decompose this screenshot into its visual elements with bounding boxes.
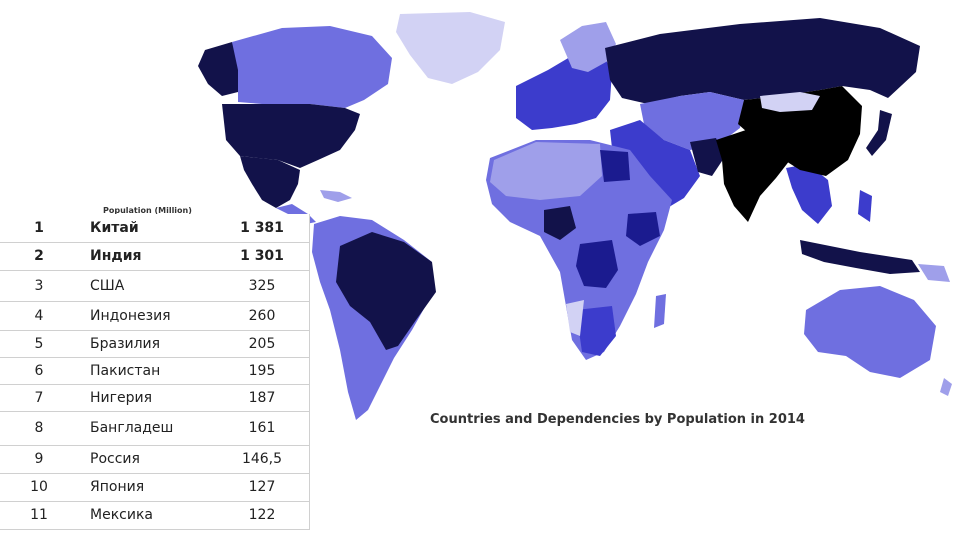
region-australia — [804, 286, 936, 378]
country-name-cell: Бразилия — [78, 330, 215, 358]
rank-cell: 8 — [0, 411, 78, 446]
population-value-cell: 325 — [215, 270, 310, 302]
rank-cell: 2 — [0, 242, 78, 271]
region-madagascar — [654, 294, 666, 328]
region-russia — [605, 18, 920, 104]
region-alaska — [198, 42, 240, 96]
country-name-cell: Мексика — [78, 501, 215, 530]
country-name-cell: Россия — [78, 445, 215, 474]
region-scandinavia — [560, 22, 616, 72]
region-pakistan — [690, 138, 724, 176]
country-name-cell: Япония — [78, 473, 215, 502]
population-table-body: 1 Китай 1 381 2 Индия 1 301 3 США 325 4 Индонезия 2… — [0, 214, 310, 530]
table-row: 4 Индонезия 260 — [0, 301, 310, 331]
country-name-cell: Индонезия — [78, 301, 215, 331]
country-name-cell: Китай — [78, 214, 215, 243]
population-value-cell: 195 — [215, 357, 310, 385]
population-value-cell: 260 — [215, 301, 310, 331]
region-namibia — [566, 300, 584, 336]
country-name-cell: Индия — [78, 242, 215, 271]
country-name-cell: Пакистан — [78, 357, 215, 385]
population-value-cell: 205 — [215, 330, 310, 358]
region-brazil — [336, 232, 436, 350]
table-row: 11 Мексика 122 — [0, 501, 310, 530]
region-greenland — [396, 12, 505, 84]
region-central-asia — [640, 92, 744, 150]
country-name-cell: США — [78, 270, 215, 302]
population-value-cell: 187 — [215, 384, 310, 412]
rank-cell: 1 — [0, 214, 78, 243]
region-png — [918, 264, 950, 282]
map-title: Countries and Dependencies by Population… — [430, 412, 805, 427]
population-value-cell: 1 301 — [215, 242, 310, 271]
population-value-cell: 127 — [215, 473, 310, 502]
rank-cell: 5 — [0, 330, 78, 358]
region-southeast-asia — [786, 164, 832, 224]
region-egypt — [600, 150, 630, 182]
table-row: 3 США 325 — [0, 270, 310, 302]
region-usa — [222, 104, 360, 168]
region-southern-africa — [576, 306, 616, 356]
population-value-cell: 161 — [215, 411, 310, 446]
table-row: 7 Нигерия 187 — [0, 384, 310, 412]
rank-cell: 10 — [0, 473, 78, 502]
rank-cell: 6 — [0, 357, 78, 385]
rank-cell: 3 — [0, 270, 78, 302]
region-japan — [866, 110, 892, 156]
country-name-cell: Нигерия — [78, 384, 215, 412]
region-new-zealand — [940, 378, 952, 396]
region-caribbean — [320, 190, 352, 202]
population-table: 1 Китай 1 381 2 Индия 1 301 3 США 325 4 Индонезия 2… — [0, 214, 310, 530]
table-row: 5 Бразилия 205 — [0, 330, 310, 358]
region-ethiopia — [626, 212, 660, 246]
table-row: 2 Индия 1 301 — [0, 242, 310, 271]
region-mexico — [240, 156, 300, 208]
region-drc — [576, 240, 618, 288]
region-nigeria — [544, 206, 576, 240]
rank-cell: 9 — [0, 445, 78, 474]
region-indonesia — [800, 240, 920, 274]
table-row: 1 Китай 1 381 — [0, 214, 310, 243]
region-canada — [232, 26, 392, 108]
table-row: 9 Россия 146,5 — [0, 445, 310, 474]
legend-caption: Population (Million) — [103, 206, 192, 215]
region-india — [716, 130, 790, 222]
population-value-cell: 1 381 — [215, 214, 310, 243]
table-row: 10 Япония 127 — [0, 473, 310, 502]
region-philippines — [858, 190, 872, 222]
population-value-cell: 122 — [215, 501, 310, 530]
rank-cell: 11 — [0, 501, 78, 530]
region-middle-east — [610, 120, 700, 210]
region-sahara — [490, 142, 602, 200]
population-value-cell: 146,5 — [215, 445, 310, 474]
rank-cell: 7 — [0, 384, 78, 412]
table-row: 6 Пакистан 195 — [0, 357, 310, 385]
region-mongolia — [760, 92, 820, 112]
country-name-cell: Бангладеш — [78, 411, 215, 446]
rank-cell: 4 — [0, 301, 78, 331]
table-row: 8 Бангладеш 161 — [0, 411, 310, 446]
